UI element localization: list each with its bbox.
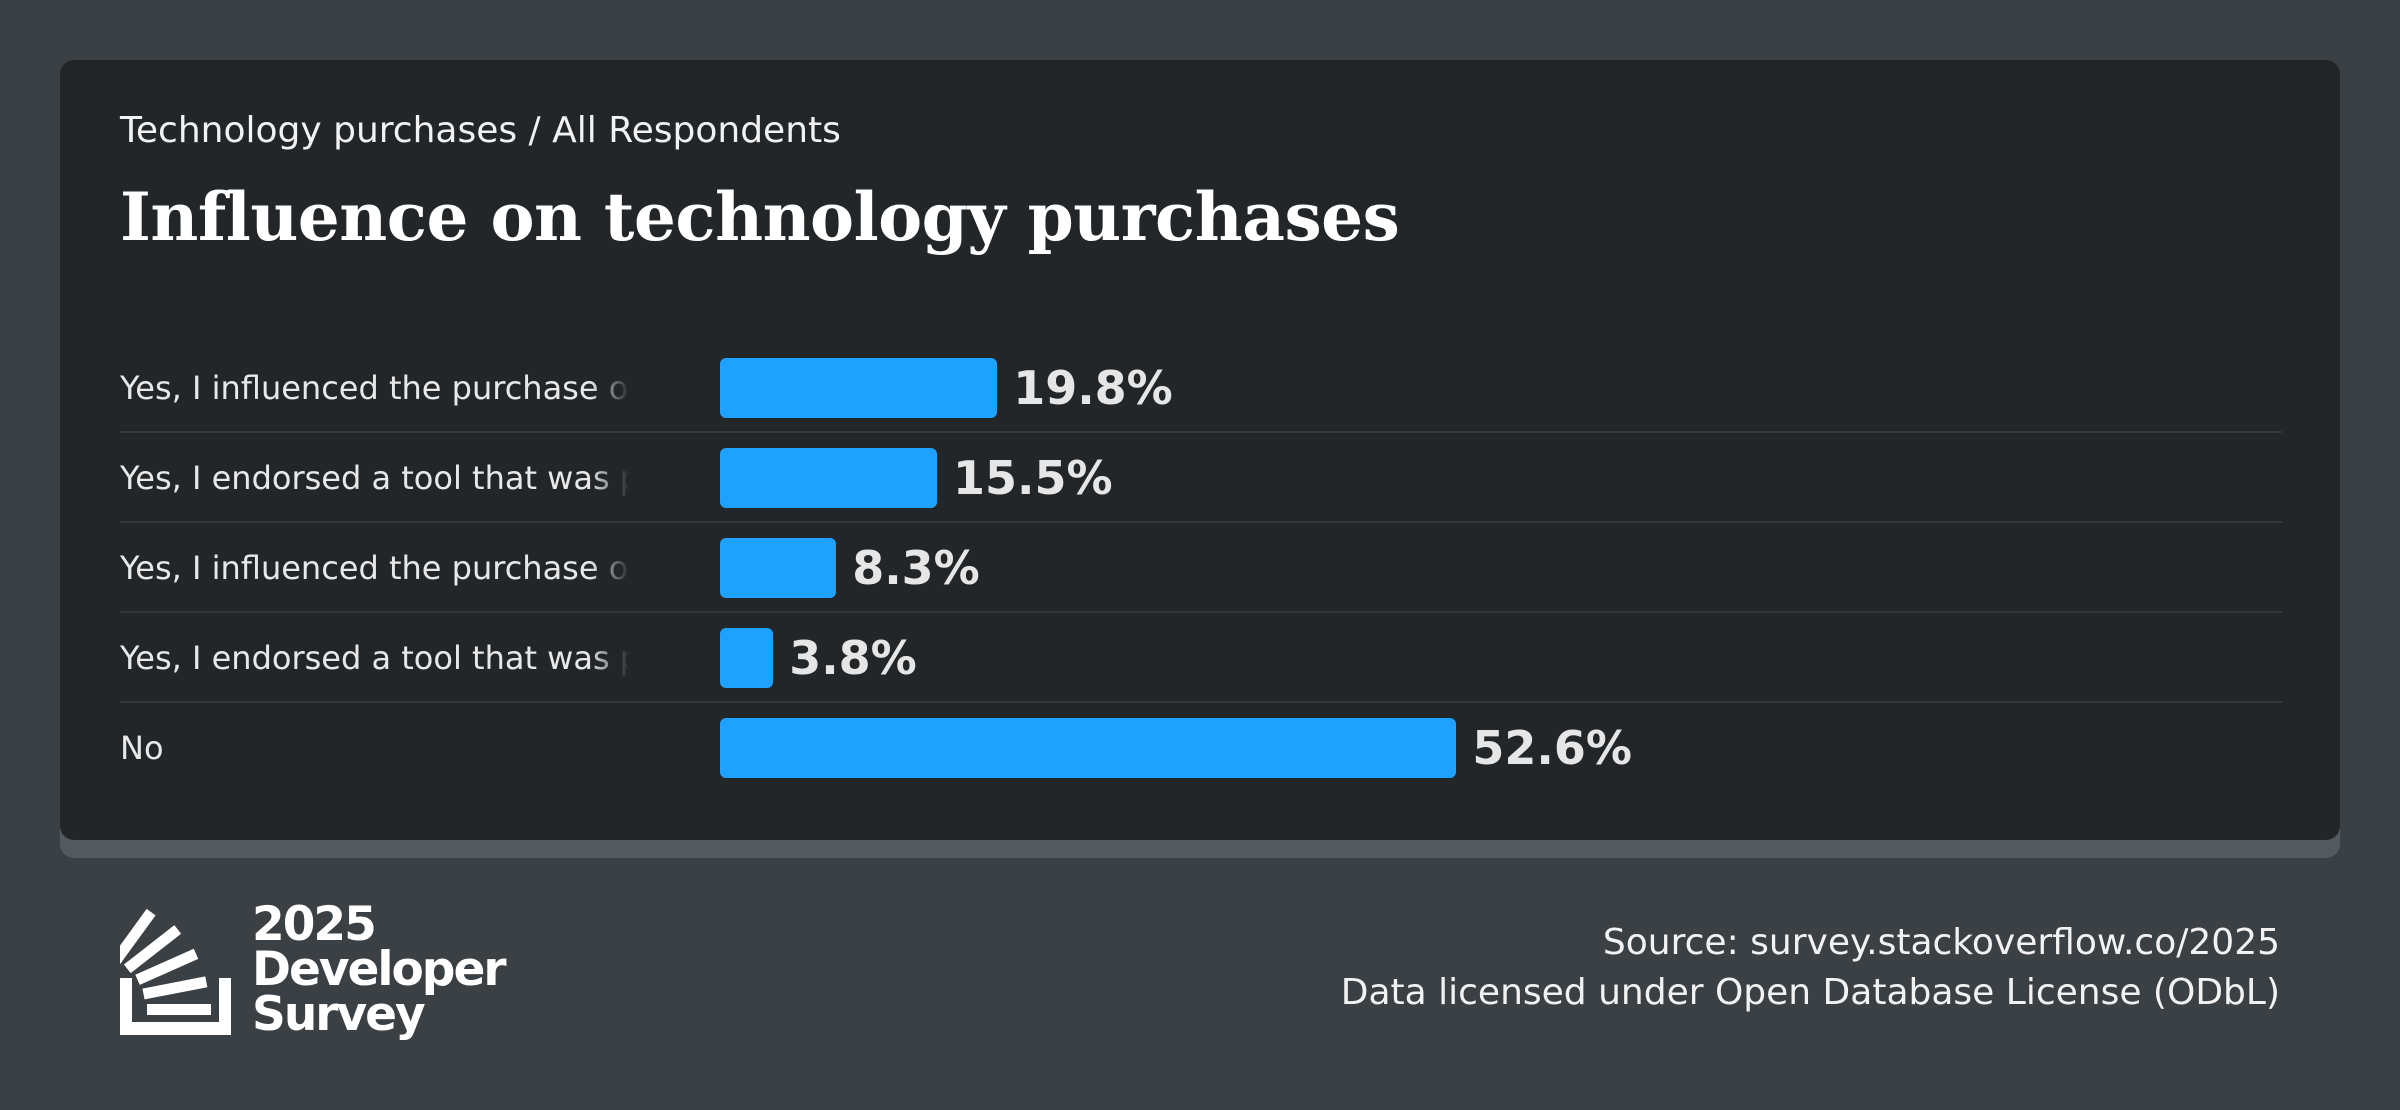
bar-category-label: Yes, I influenced the purchase of a tool [120, 369, 630, 407]
label-fade [590, 523, 630, 613]
label-fade [590, 433, 630, 523]
logo-developer: Developer [252, 942, 507, 997]
bar-row: Yes, I endorsed a tool that was purchase… [120, 613, 2282, 703]
label-fade [590, 343, 630, 433]
chart-title: Influence on technology purchases [120, 178, 1400, 256]
bar-track: 19.8% [720, 343, 2280, 433]
chart-card: Technology purchases / All Respondents I… [60, 60, 2340, 840]
bar-track: 15.5% [720, 433, 2280, 523]
bar-category-label: Yes, I endorsed a tool that was purchase… [120, 459, 630, 497]
bar[interactable] [720, 628, 774, 688]
logo-survey: Survey [252, 987, 426, 1042]
row-divider [120, 611, 2282, 613]
bar-value-label: 19.8% [1013, 361, 1173, 415]
stack-overflow-logo-icon [109, 908, 231, 1035]
bar-row: Yes, I endorsed a tool that was purchase… [120, 433, 2282, 523]
survey-logo[interactable]: 2025 Developer Survey [109, 900, 507, 1050]
label-fade [590, 703, 630, 793]
row-divider [120, 431, 2282, 433]
source-text[interactable]: Source: survey.stackoverflow.co/2025 [1602, 922, 2280, 963]
row-divider [120, 521, 2282, 523]
bar-category-label: Yes, I endorsed a tool that was purchase… [120, 639, 630, 677]
bar-chart: Yes, I influenced the purchase of a tool… [120, 343, 2282, 793]
bar-category-label: Yes, I influenced the purchase of a tool [120, 549, 630, 587]
bar-value-label: 15.5% [953, 451, 1113, 505]
logo-text: 2025 Developer Survey [252, 897, 507, 1042]
bar-value-label: 52.6% [1472, 721, 1632, 775]
bar-category-label: No [120, 729, 164, 767]
breadcrumb[interactable]: Technology purchases / All Respondents [120, 110, 841, 151]
footer: Source: survey.stackoverflow.co/2025 Dat… [1341, 918, 2280, 1018]
label-fade [590, 613, 630, 703]
bar-row: No 52.6% [120, 703, 2282, 793]
bar-row: Yes, I influenced the purchase of a tool… [120, 523, 2282, 613]
bar[interactable] [720, 448, 937, 508]
bar-track: 52.6% [720, 703, 2280, 793]
bar[interactable] [720, 358, 998, 418]
row-divider [120, 701, 2282, 703]
bar[interactable] [720, 718, 1457, 778]
bar-value-label: 3.8% [789, 631, 917, 685]
bar-track: 3.8% [720, 613, 2280, 703]
logo-year: 2025 [252, 897, 377, 952]
license-text[interactable]: Data licensed under Open Database Licens… [1340, 972, 2280, 1013]
bar-value-label: 8.3% [852, 541, 980, 595]
bar-row: Yes, I influenced the purchase of a tool… [120, 343, 2282, 433]
bar[interactable] [720, 538, 837, 598]
bar-track: 8.3% [720, 523, 2280, 613]
